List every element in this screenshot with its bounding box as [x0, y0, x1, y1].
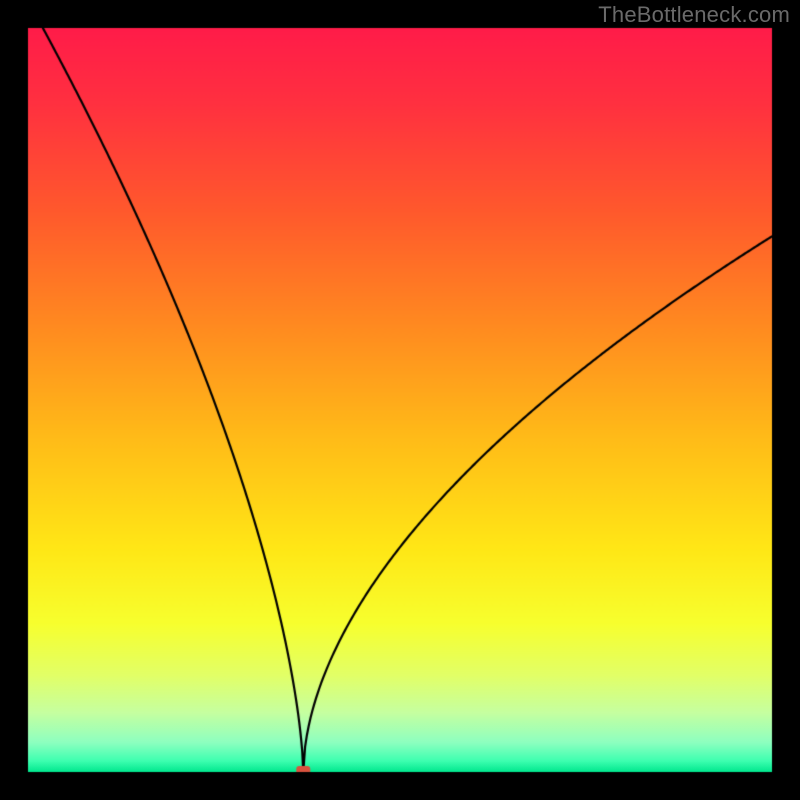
bottleneck-chart-canvas	[0, 0, 800, 800]
chart-container: TheBottleneck.com	[0, 0, 800, 800]
watermark-label: TheBottleneck.com	[598, 2, 790, 28]
